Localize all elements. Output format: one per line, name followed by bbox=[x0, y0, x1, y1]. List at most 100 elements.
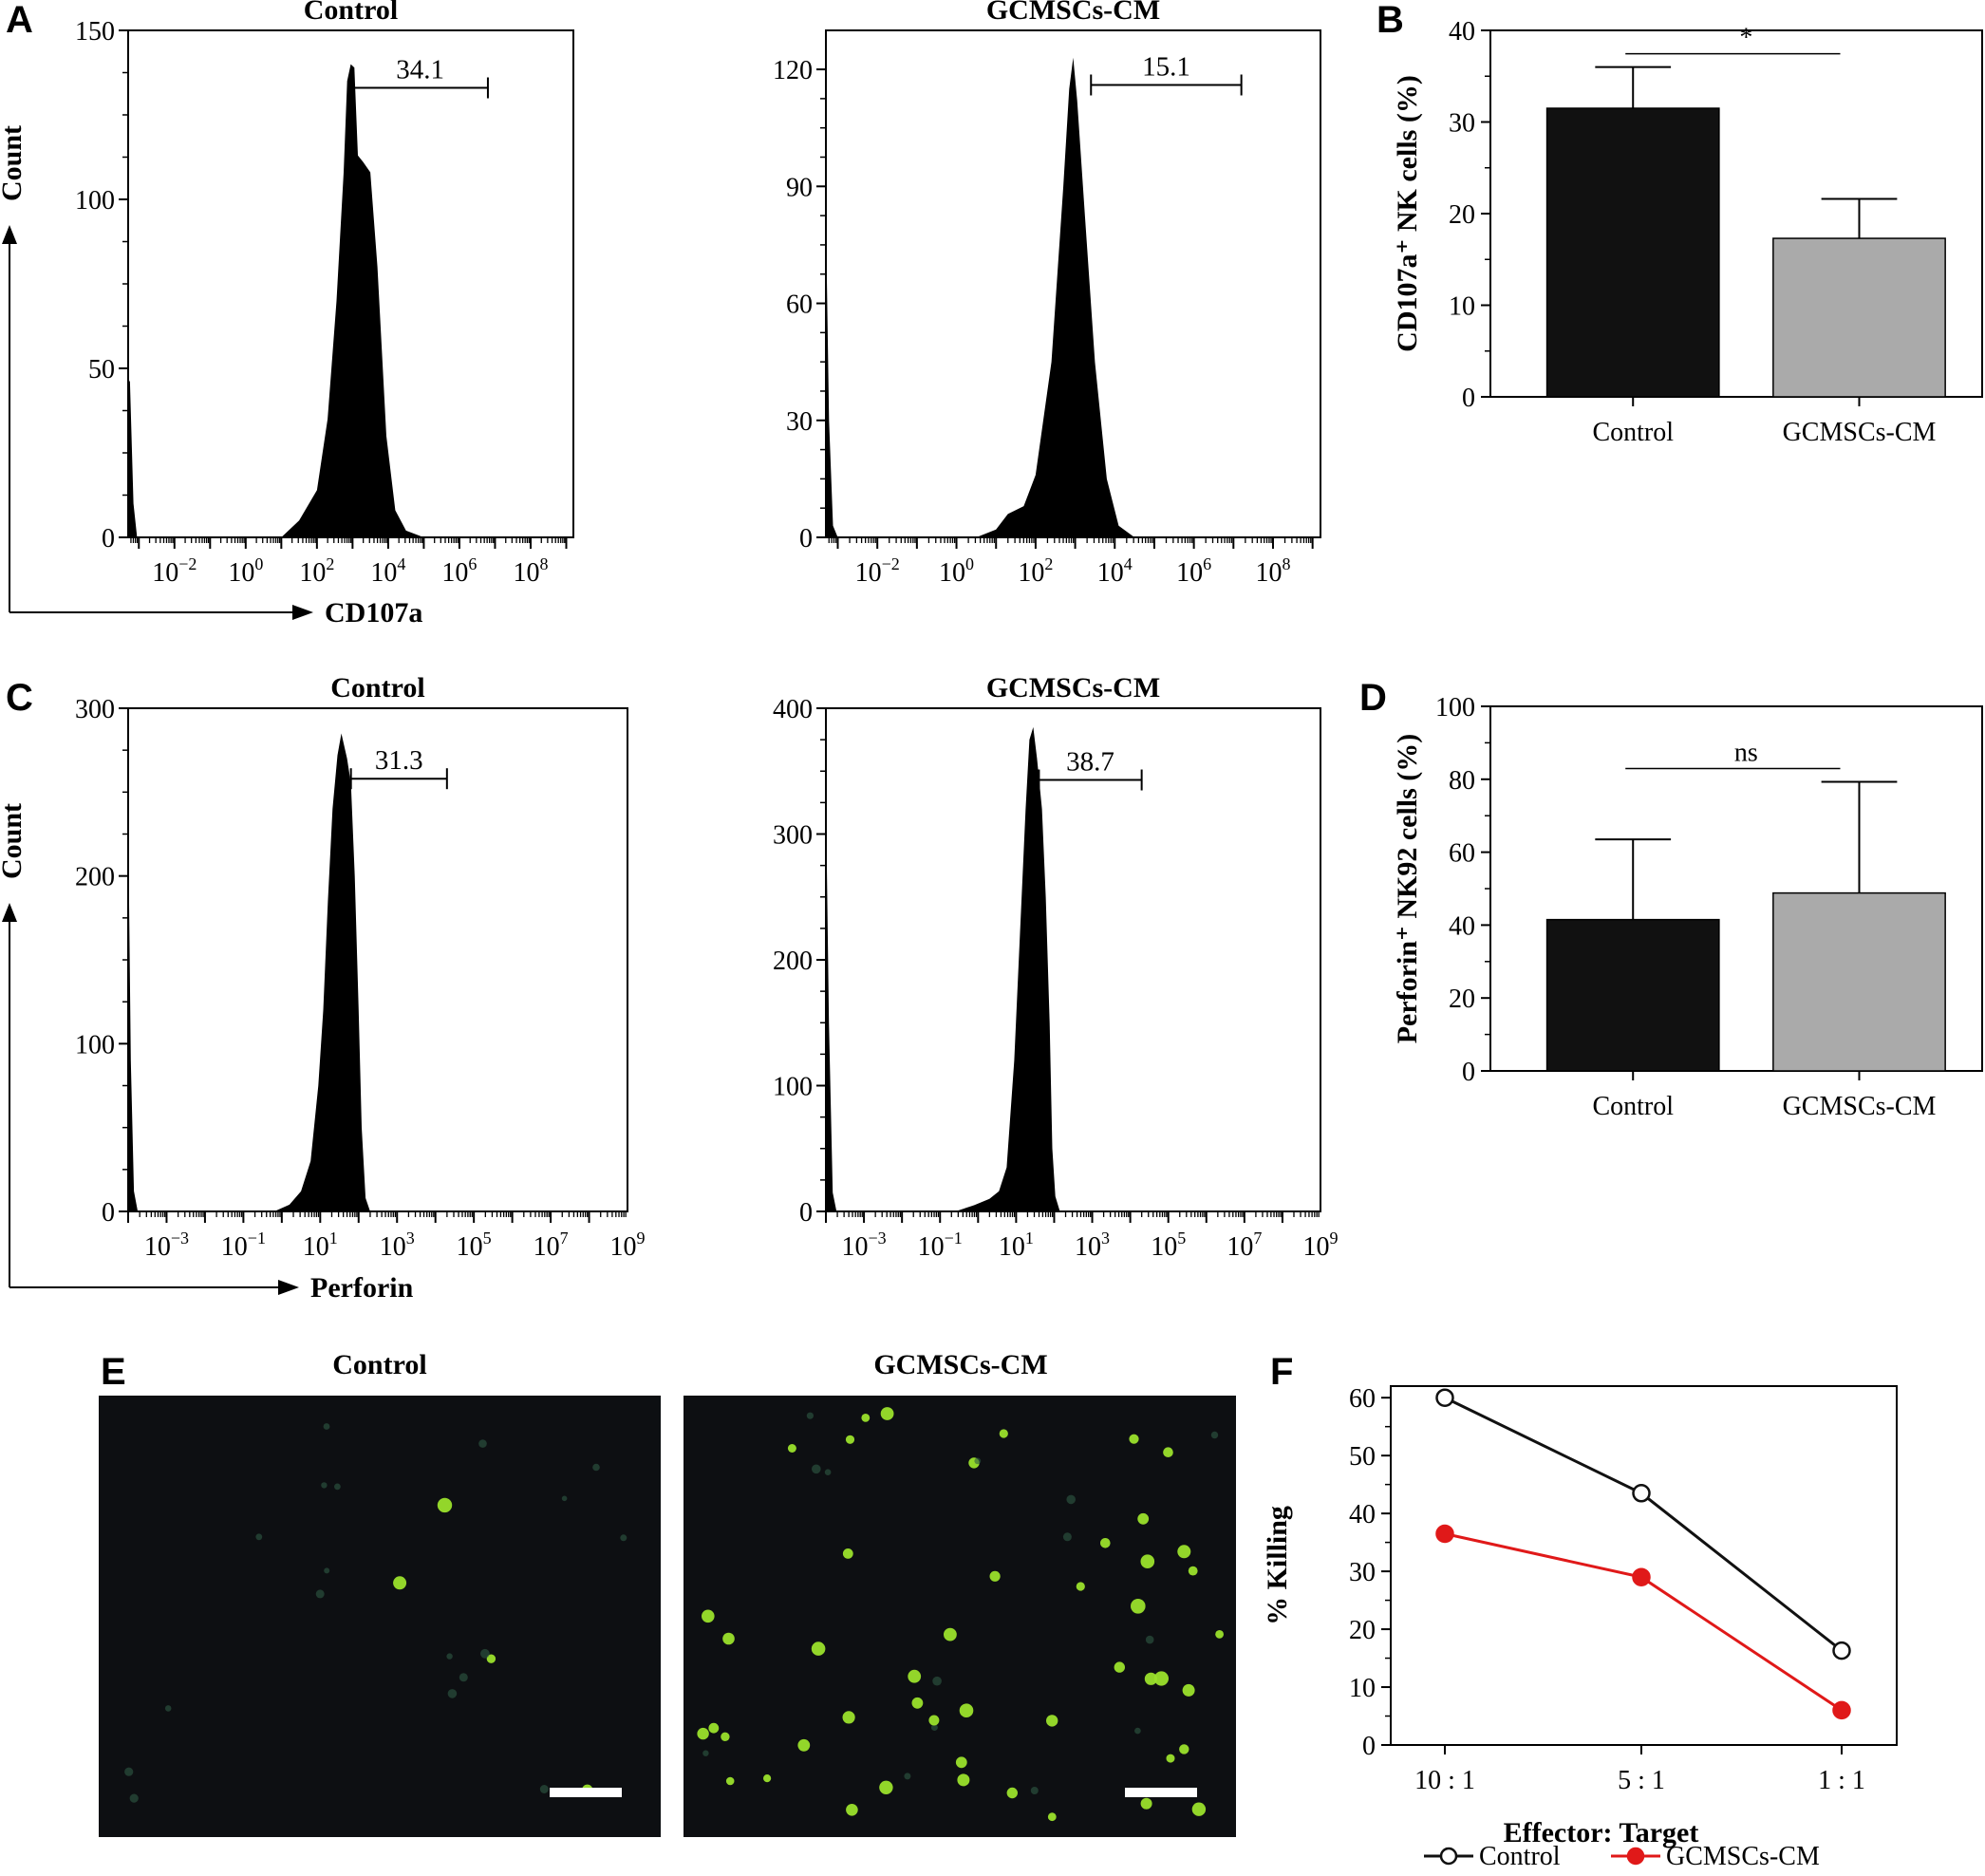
scale-bar bbox=[550, 1788, 622, 1797]
cell-dot bbox=[812, 1464, 821, 1474]
plot-frame bbox=[825, 707, 1321, 1212]
x-tick-label: 105 bbox=[1151, 1229, 1186, 1262]
x-tick-label: 10−3 bbox=[144, 1229, 189, 1262]
cell-dot bbox=[722, 1632, 735, 1645]
cell-dot bbox=[1140, 1554, 1155, 1568]
y-tick-label: 50 bbox=[88, 355, 115, 385]
x-tick-base: 10 bbox=[1255, 558, 1282, 588]
x-tick-base: 10 bbox=[1018, 558, 1044, 588]
x-tick-label: 104 bbox=[1097, 554, 1133, 588]
y-tick-label: 200 bbox=[75, 863, 115, 892]
cell-dot bbox=[478, 1439, 487, 1448]
legend-swatch-marker bbox=[1626, 1847, 1645, 1866]
cell-dot bbox=[1182, 1683, 1195, 1697]
x-tick-exponent: −2 bbox=[178, 554, 197, 573]
y-tick-label: 30 bbox=[1349, 1558, 1376, 1587]
x-tick-exponent: 9 bbox=[637, 1229, 646, 1248]
x-tick-label: 100 bbox=[228, 554, 263, 588]
x-tick-label: 103 bbox=[380, 1229, 415, 1262]
cell-dot bbox=[797, 1738, 811, 1752]
scale-bar bbox=[1125, 1788, 1197, 1797]
cell-dot bbox=[1100, 1538, 1111, 1548]
micrograph-title-gcmscs: GCMSCs-CM bbox=[873, 1349, 1047, 1380]
cell-dot bbox=[1153, 1671, 1169, 1686]
cell-dot bbox=[447, 1689, 458, 1698]
cell-dot bbox=[842, 1711, 855, 1724]
marker-arrow-head bbox=[292, 605, 313, 620]
histogram-title: Control bbox=[304, 0, 398, 26]
cell-dot bbox=[1131, 1599, 1146, 1614]
x-tick-base: 10 bbox=[855, 558, 882, 588]
x-tick-label: 108 bbox=[1255, 554, 1290, 588]
cell-dot bbox=[725, 1776, 735, 1786]
cell-dot bbox=[334, 1483, 341, 1491]
x-tick-base: 10 bbox=[1176, 558, 1203, 588]
cell-dot bbox=[846, 1804, 858, 1816]
x-tick-label: 10−2 bbox=[855, 554, 900, 588]
x-tick-base: 10 bbox=[918, 1232, 945, 1262]
y-tick-label: 30 bbox=[1449, 109, 1475, 139]
cell-dot bbox=[1076, 1582, 1085, 1591]
x-tick-base: 10 bbox=[999, 1232, 1025, 1262]
cell-dot bbox=[928, 1715, 940, 1726]
y-tick-label: 0 bbox=[102, 1198, 115, 1228]
y-tick-label: 0 bbox=[1362, 1732, 1376, 1761]
y-tick-label: 90 bbox=[786, 173, 813, 202]
legend-label: GCMSCs-CM bbox=[1666, 1842, 1820, 1871]
cell-dot bbox=[1134, 1727, 1141, 1735]
gate-label: 15.1 bbox=[1142, 52, 1190, 83]
y-tick-label: 40 bbox=[1449, 17, 1475, 47]
marker-arrow-head bbox=[278, 1280, 299, 1295]
x-tick-exponent: 8 bbox=[539, 554, 548, 573]
x-tick-label: 106 bbox=[1176, 554, 1211, 588]
cell-dot bbox=[989, 1570, 1001, 1582]
histogram-area bbox=[826, 726, 1060, 1211]
y-tick-label: 200 bbox=[773, 947, 813, 976]
x-tick-exponent: −3 bbox=[171, 1229, 189, 1248]
cell-dot bbox=[1140, 1797, 1152, 1810]
y-axis-label: Count bbox=[0, 125, 28, 201]
cell-dot bbox=[1137, 1512, 1150, 1525]
cell-dot bbox=[1188, 1566, 1198, 1576]
legend-label: Control bbox=[1479, 1842, 1561, 1871]
histogram-area bbox=[128, 733, 370, 1211]
x-tick-exponent: 4 bbox=[397, 554, 405, 573]
cell-dot bbox=[811, 1642, 826, 1656]
gate-label: 31.3 bbox=[375, 745, 423, 776]
x-tick-label: 104 bbox=[370, 554, 405, 588]
cell-dot bbox=[959, 1703, 974, 1717]
x-tick-base: 10 bbox=[221, 1232, 248, 1262]
cell-dot bbox=[1144, 1672, 1157, 1685]
y-tick-label: 80 bbox=[1449, 766, 1475, 796]
cell-dot bbox=[697, 1727, 709, 1740]
count-arrow-head bbox=[2, 225, 17, 244]
cell-dot bbox=[486, 1654, 496, 1663]
cell-dot bbox=[164, 1705, 172, 1712]
x-tick-label: 5 : 1 bbox=[1618, 1766, 1665, 1795]
cell-dot bbox=[1163, 1447, 1173, 1457]
x-tick-exponent: 5 bbox=[1177, 1229, 1186, 1248]
x-tick-label: 109 bbox=[610, 1229, 646, 1262]
cell-dot bbox=[1047, 1812, 1057, 1822]
x-tick-base: 10 bbox=[303, 1232, 329, 1262]
y-tick-label: 400 bbox=[773, 695, 813, 724]
cell-dot bbox=[787, 1444, 796, 1453]
y-tick-label: 0 bbox=[799, 524, 813, 553]
data-point bbox=[1632, 1484, 1651, 1503]
x-tick-base: 10 bbox=[939, 558, 965, 588]
y-tick-label: 40 bbox=[1349, 1500, 1376, 1529]
x-tick-exponent: 9 bbox=[1330, 1229, 1339, 1248]
cell-dot bbox=[315, 1589, 325, 1599]
y-tick-label: 300 bbox=[75, 695, 115, 724]
cell-dot bbox=[824, 1469, 832, 1475]
cell-dot bbox=[1145, 1635, 1154, 1644]
cell-dot bbox=[1114, 1661, 1126, 1673]
x-tick-exponent: 1 bbox=[1025, 1229, 1034, 1248]
x-tick-base: 10 bbox=[534, 1232, 560, 1262]
x-axis-label: Perforin bbox=[310, 1272, 414, 1304]
cell-dot bbox=[955, 1756, 967, 1769]
micrograph-gcmscs bbox=[684, 1396, 1236, 1837]
cell-dot bbox=[911, 1697, 924, 1709]
y-tick-label: 100 bbox=[773, 1073, 813, 1102]
